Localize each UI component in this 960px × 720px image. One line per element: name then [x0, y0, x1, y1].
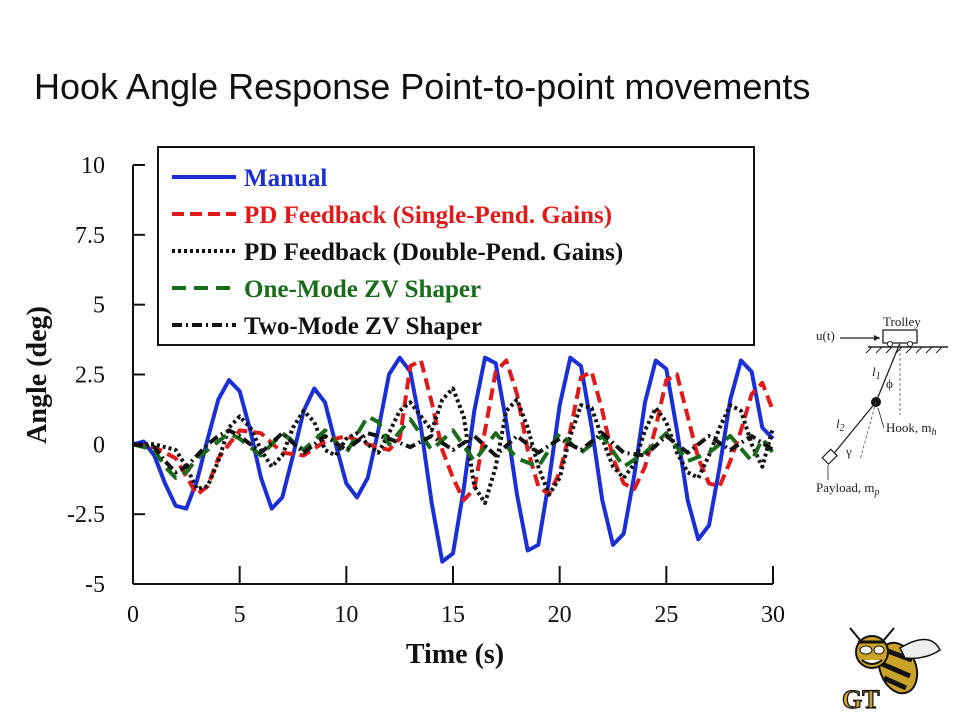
- x-tick-label: 20: [548, 602, 572, 628]
- gamma-label: γ: [845, 444, 852, 459]
- phi-label: ϕ: [886, 376, 893, 391]
- x-tick-label: 25: [654, 602, 678, 628]
- legend-box: [157, 146, 755, 346]
- y-axis-label: Angle (deg): [22, 306, 53, 444]
- x-tick-label: 15: [441, 602, 465, 628]
- cable-1: [875, 342, 901, 403]
- legend-entry-label: Manual: [244, 165, 327, 192]
- chart-axes: 0 5 10 15 20 25 30 -5 -2.5 0 2.5 5 7.5 10: [67, 153, 785, 628]
- x-tick-label: 5: [234, 602, 246, 628]
- hook-label: Hook, mh: [886, 420, 937, 438]
- payload-mass: [821, 448, 838, 465]
- buzz-mascot-icon: [849, 627, 941, 695]
- y-tick-label: -5: [85, 572, 105, 598]
- plot-lines: [132, 355, 775, 564]
- cable-2: [830, 401, 877, 458]
- x-tick-label: 10: [334, 602, 358, 628]
- x-axis-label: Time (s): [406, 639, 504, 670]
- chart-legend: Manual PD Feedback (Single-Pend. Gains) PD…: [157, 146, 755, 346]
- y-tick-label: 2.5: [75, 363, 105, 389]
- x-tick-label: 0: [127, 602, 139, 628]
- slide-title: Hook Angle Response Point-to-point movem…: [34, 66, 811, 107]
- payload-label: Payload, mp: [816, 480, 880, 498]
- y-tick-label: 5: [93, 293, 105, 319]
- series-line-manual: [132, 355, 775, 564]
- trolley-label: Trolley: [883, 314, 921, 329]
- legend-entry-label: Two-Mode ZV Shaper: [244, 313, 482, 340]
- l2-label: l2: [836, 416, 845, 434]
- trolley-rail: [865, 346, 948, 354]
- gt-logo-text: GT: [842, 685, 880, 714]
- trolley-wheel-left: [887, 341, 893, 347]
- x-tick-label: 30: [761, 602, 785, 628]
- trolley-wheel-right: [907, 341, 913, 347]
- legend-entry-label: PD Feedback (Single-Pend. Gains): [244, 202, 612, 229]
- y-tick-label: 10: [81, 153, 105, 179]
- input-force-label: u(t): [816, 328, 835, 343]
- legend-entry-label: PD Feedback (Double-Pend. Gains): [244, 239, 623, 266]
- legend-entry-label: One-Mode ZV Shaper: [244, 276, 481, 303]
- series-line-pd-feedback-double-pend-gains: [133, 386, 775, 505]
- input-force-arrow: [840, 335, 880, 341]
- hook-reference-line: [859, 401, 877, 461]
- l1-label: l1: [872, 364, 881, 382]
- series-line-two-mode-zv-shaper: [132, 428, 775, 475]
- hook-pointer: [877, 407, 885, 429]
- series-line-one-mode-zv-shaper: [132, 414, 775, 480]
- y-tick-label: 7.5: [75, 223, 105, 249]
- y-tick-label: -2.5: [67, 502, 105, 528]
- y-tick-label: 0: [93, 432, 105, 458]
- series-line-pd-feedback-single-pend-gains: [132, 358, 775, 503]
